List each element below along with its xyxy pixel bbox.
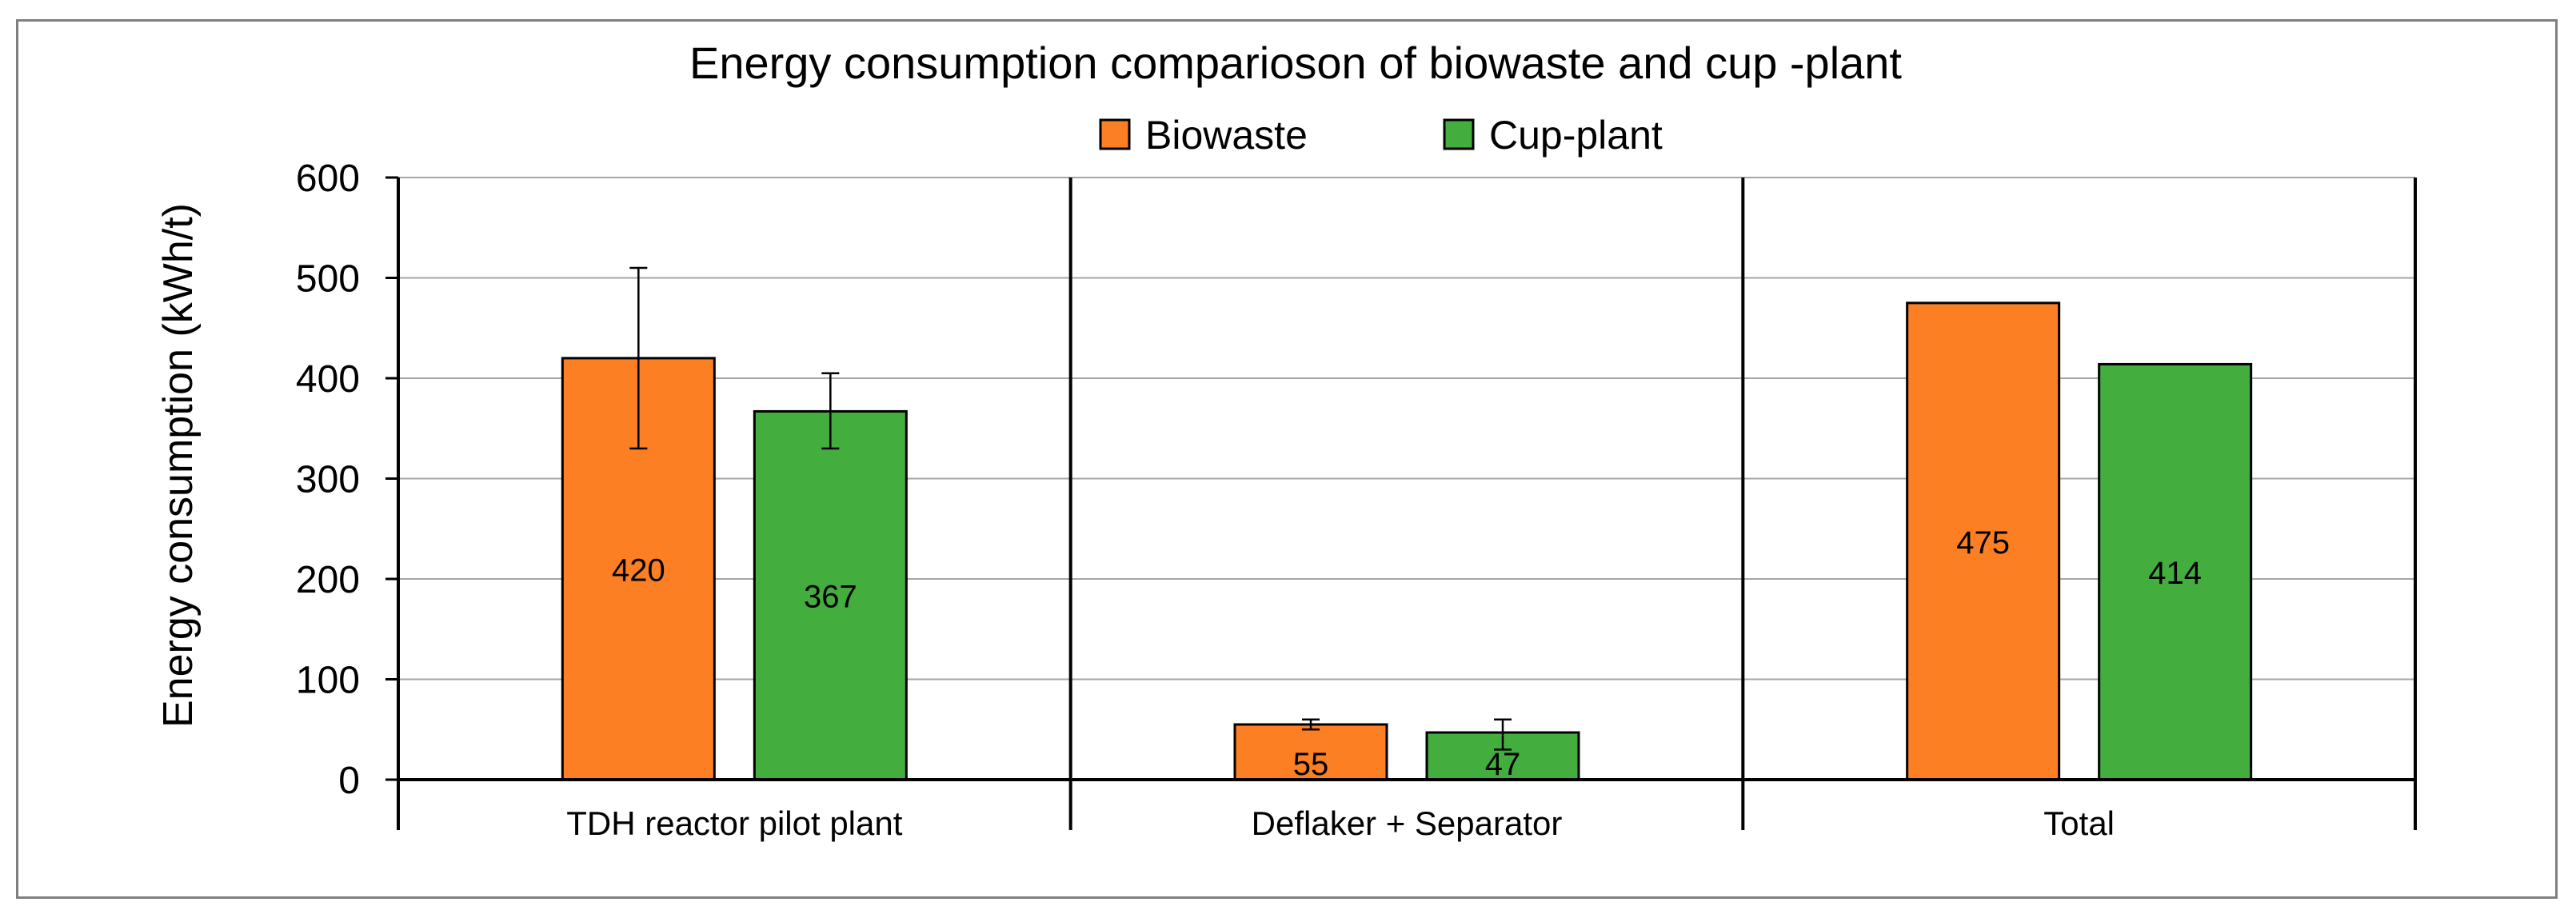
y-tick-label: 500 — [296, 258, 360, 301]
x-category-label-2: Total — [2043, 804, 2115, 842]
bar-biowaste-2 — [1906, 301, 2061, 781]
data-label-cup-plant-2: 414 — [2148, 556, 2202, 591]
bar-cup-plant-2 — [2098, 362, 2253, 781]
legend-swatch-biowaste — [1099, 118, 1131, 150]
data-label-biowaste-0: 420 — [612, 553, 665, 588]
data-label-cup-plant-0: 367 — [804, 580, 857, 615]
error-bars — [629, 266, 1512, 751]
bar-data-labels: 420 367 55 47 475 414 — [612, 525, 2202, 782]
y-tick-label: 100 — [296, 660, 360, 702]
y-tick-label: 200 — [296, 559, 360, 601]
gridlines — [398, 177, 2415, 681]
legend: Biowaste Cup-plant — [1099, 113, 1663, 158]
x-category-label-1: Deflaker + Separator — [1252, 804, 1563, 842]
x-axis-category-labels: TDH reactor pilot plant Deflaker + Separa… — [566, 804, 2115, 842]
chart-title: Energy consumption comparioson of biowas… — [689, 38, 1902, 88]
y-axis-title: Energy consumption (kWh/t) — [155, 203, 202, 728]
data-label-biowaste-2: 475 — [1956, 525, 2010, 561]
y-tick-label: 0 — [338, 760, 360, 802]
bar-cup-plant-0 — [753, 409, 908, 781]
legend-label-biowaste: Biowaste — [1145, 113, 1308, 158]
data-label-cup-plant-1: 47 — [1485, 747, 1521, 782]
y-tick-label: 400 — [296, 358, 360, 401]
axes — [385, 176, 2417, 830]
y-axis-ticks: 0 100 200 300 400 500 600 — [296, 158, 360, 802]
y-tick-label: 300 — [296, 459, 360, 501]
y-tick-label: 600 — [296, 158, 360, 200]
x-category-label-0: TDH reactor pilot plant — [566, 804, 902, 842]
legend-swatch-cup-plant — [1443, 118, 1475, 150]
legend-label-cup-plant: Cup-plant — [1489, 113, 1663, 158]
data-label-biowaste-1: 55 — [1293, 747, 1329, 782]
